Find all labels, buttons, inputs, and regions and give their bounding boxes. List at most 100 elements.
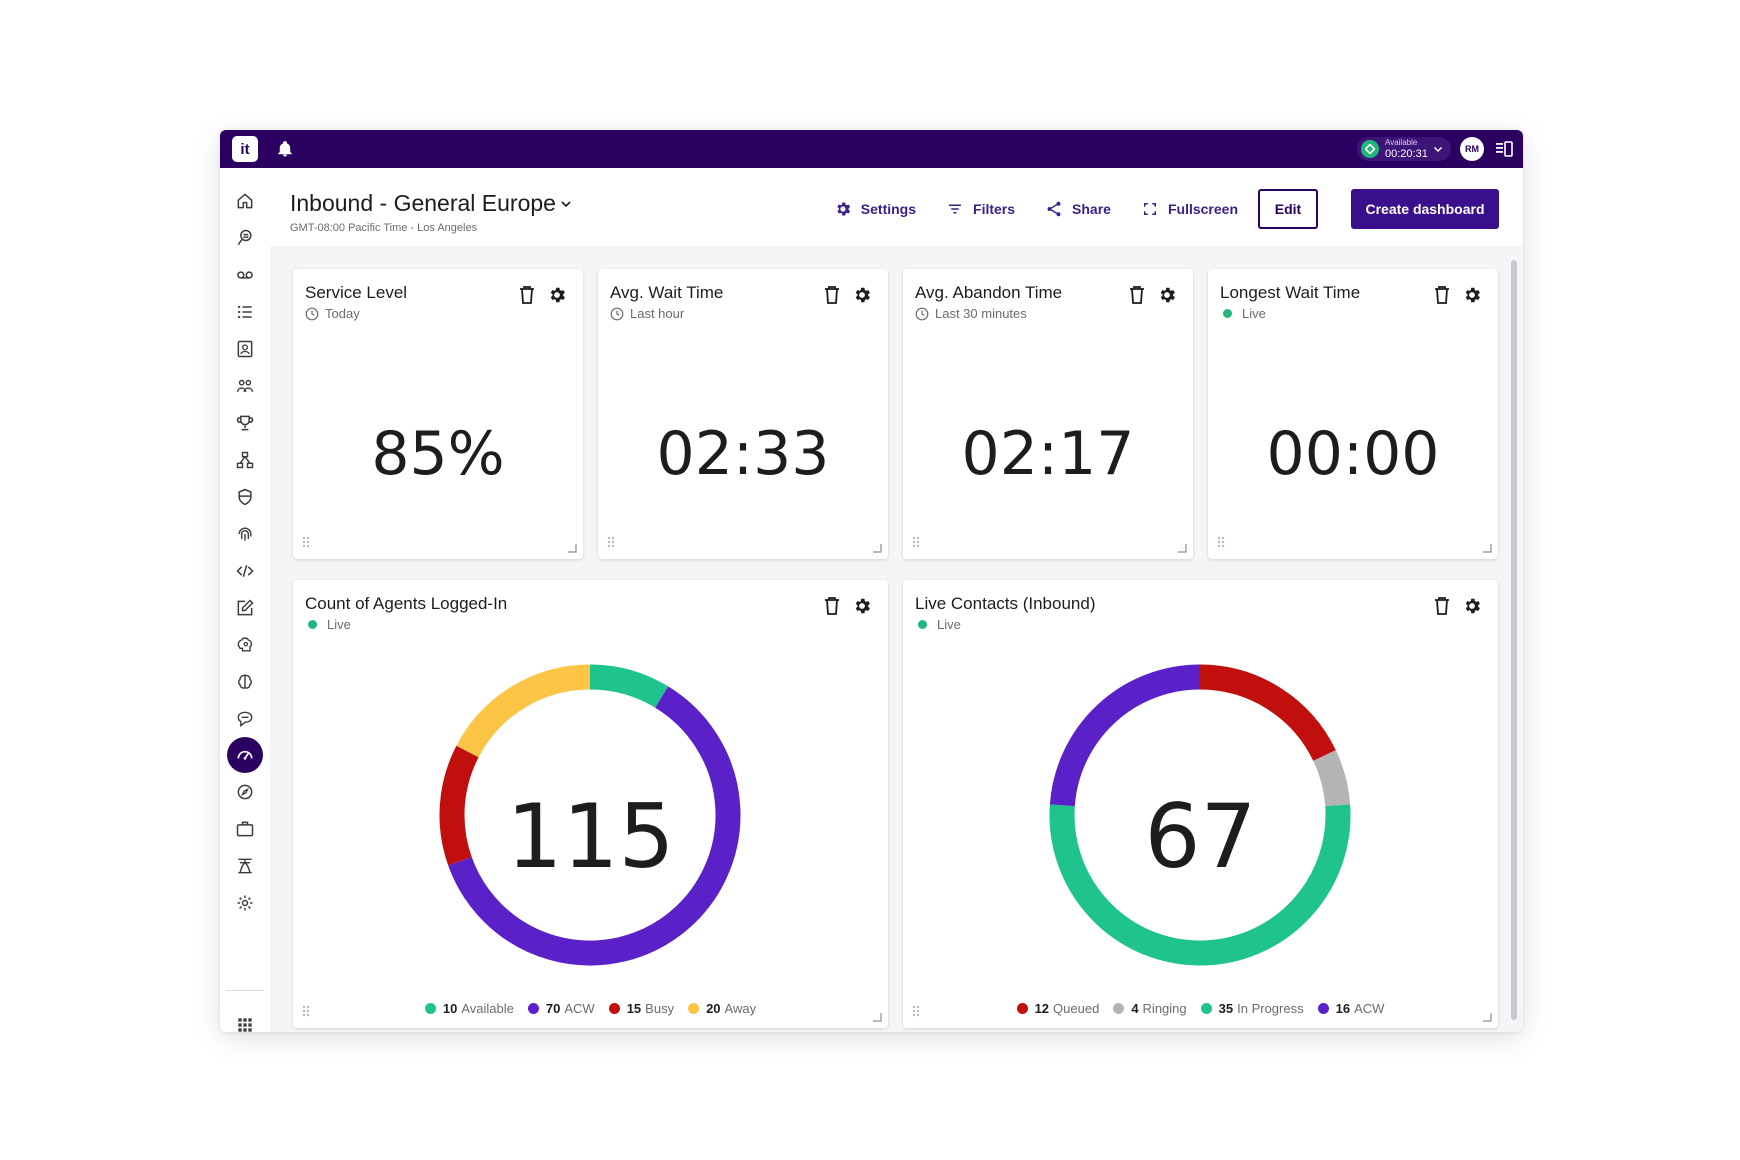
queue-list-icon[interactable] [227,294,263,330]
ai-chat-icon[interactable] [227,220,263,256]
legend-value: 35 [1218,1001,1234,1016]
edit-button[interactable]: Edit [1258,189,1318,229]
gear-icon[interactable] [852,285,872,305]
fullscreen-button[interactable]: Fullscreen [1141,200,1238,218]
legend-value: 16 [1335,1001,1351,1016]
widget-period: Last 30 minutes [915,306,1027,321]
legend-item[interactable]: 20 Away [688,1001,756,1016]
fingerprint-icon[interactable] [227,516,263,552]
scrollbar-thumb[interactable] [1511,260,1517,1020]
gear-icon[interactable] [547,285,567,305]
trophy-icon[interactable] [227,405,263,441]
resize-handle-icon[interactable] [872,543,882,553]
drag-handle-icon[interactable] [911,535,921,549]
trash-icon[interactable] [1129,286,1145,304]
app-logo[interactable]: it [232,136,258,162]
brain-gear-icon[interactable] [227,627,263,663]
drag-handle-icon[interactable] [911,1004,921,1018]
donut-segment-acw[interactable] [448,686,741,966]
gear-icon[interactable] [1157,285,1177,305]
kpi-widget: Avg. Abandon Time Last 30 minutes 02:17 [903,269,1193,559]
kpi-widget: Longest Wait Time Live 00:00 [1208,269,1498,559]
fullscreen-label: Fullscreen [1167,201,1238,217]
briefcase-icon[interactable] [227,811,263,847]
donut-segment-acw[interactable] [1049,664,1201,807]
kpi-value: 00:00 [1266,419,1440,489]
legend-item[interactable]: 10 Available [424,1001,514,1016]
legend-item[interactable]: 70 ACW [527,1001,595,1016]
people-icon[interactable] [227,368,263,404]
side-panel-icon[interactable] [1495,140,1513,158]
chat-bubble-icon[interactable] [227,701,263,737]
availability-status[interactable]: Available 00:20:31 [1357,137,1451,161]
sidebar-divider [226,990,264,991]
legend-item[interactable]: 15 Busy [608,1001,675,1016]
status-timer: 00:20:31 [1385,147,1428,160]
contact-card-icon[interactable] [227,331,263,367]
dashboard-header: Inbound - General Europe GMT-08:00 Pacif… [270,168,1523,246]
widget-title: Avg. Wait Time [610,283,724,302]
resize-handle-icon[interactable] [872,1012,882,1022]
share-button[interactable]: Share [1045,200,1111,218]
voicemail-icon[interactable] [227,257,263,293]
drag-handle-icon[interactable] [301,1004,311,1018]
settings-button[interactable]: Settings [834,200,916,218]
legend-item[interactable]: 35 In Progress [1200,1001,1304,1016]
trash-icon[interactable] [1434,597,1450,615]
create-dashboard-button[interactable]: Create dashboard [1351,189,1499,229]
donut-segment-available[interactable] [589,664,669,708]
code-icon[interactable] [227,553,263,589]
scrollbar[interactable] [1511,252,1517,1026]
resize-handle-icon[interactable] [1482,543,1492,553]
agent-network-icon[interactable] [227,848,263,884]
trash-icon[interactable] [824,597,840,615]
resize-handle-icon[interactable] [567,543,577,553]
drag-handle-icon[interactable] [606,535,616,549]
brain-icon[interactable] [227,664,263,700]
legend-label: Ringing [1142,1001,1187,1016]
contacts-legend: 12 Queued 4 Ringing 35 In Progress 16 ACW [903,1001,1498,1016]
filters-button[interactable]: Filters [946,200,1015,218]
donut-segment-busy[interactable] [439,745,479,866]
dashboard-title[interactable]: Inbound - General Europe [290,190,572,217]
legend-dot [1200,1003,1212,1014]
shield-icon[interactable] [227,479,263,515]
gear-icon[interactable] [1462,596,1482,616]
legend-item[interactable]: 12 Queued [1016,1001,1100,1016]
trash-icon[interactable] [519,286,535,304]
legend-label: Busy [645,1001,675,1016]
drag-handle-icon[interactable] [1216,535,1226,549]
trash-icon[interactable] [1434,286,1450,304]
sidebar [220,168,270,1032]
user-avatar[interactable]: RM [1460,137,1484,161]
widget-period: Live [915,617,961,632]
widget-period: Last hour [610,306,684,321]
donut-segment-away[interactable] [456,664,591,758]
compass-icon[interactable] [227,774,263,810]
resize-handle-icon[interactable] [1482,1012,1492,1022]
legend-value: 10 [442,1001,458,1016]
resize-handle-icon[interactable] [1177,543,1187,553]
donut-segment-in-progress[interactable] [1049,804,1351,966]
settings-icon[interactable] [227,885,263,921]
trash-icon[interactable] [824,286,840,304]
kpi-widget: Avg. Wait Time Last hour 02:33 [598,269,888,559]
edit-icon[interactable] [227,590,263,626]
donut-segment-queued[interactable] [1199,664,1336,762]
home-icon[interactable] [227,183,263,219]
dashboard-gauge-icon[interactable] [227,737,263,773]
drag-handle-icon[interactable] [301,535,311,549]
notification-bell-icon[interactable] [276,140,294,158]
flow-icon[interactable] [227,442,263,478]
grid-apps-icon[interactable] [227,1007,263,1032]
widget-title: Longest Wait Time [1220,283,1361,302]
legend-dot [1016,1003,1028,1014]
legend-item[interactable]: 4 Ringing [1113,1001,1187,1016]
legend-label: Queued [1053,1001,1100,1016]
widget-period-label: Live [937,617,961,632]
gear-icon[interactable] [852,596,872,616]
status-diamond-icon [1361,140,1379,158]
donut-segment-ringing[interactable] [1313,750,1351,807]
gear-icon[interactable] [1462,285,1482,305]
legend-item[interactable]: 16 ACW [1317,1001,1384,1016]
